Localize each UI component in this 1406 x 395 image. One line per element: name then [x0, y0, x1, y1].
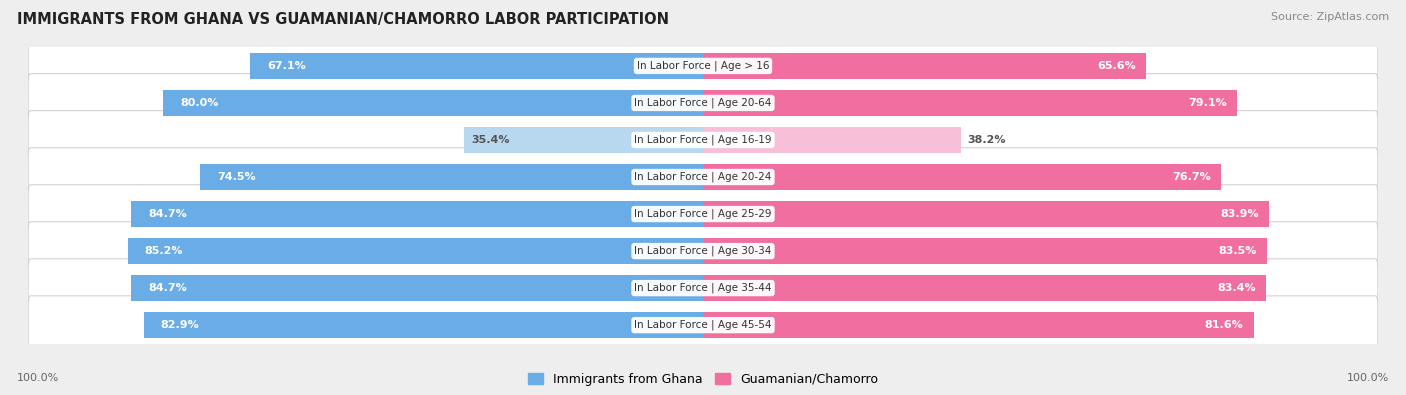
Text: In Labor Force | Age 16-19: In Labor Force | Age 16-19: [634, 135, 772, 145]
Text: 84.7%: 84.7%: [148, 283, 187, 293]
FancyBboxPatch shape: [28, 185, 1378, 243]
Text: 85.2%: 85.2%: [145, 246, 183, 256]
Text: IMMIGRANTS FROM GHANA VS GUAMANIAN/CHAMORRO LABOR PARTICIPATION: IMMIGRANTS FROM GHANA VS GUAMANIAN/CHAMO…: [17, 12, 669, 27]
FancyBboxPatch shape: [28, 74, 1378, 132]
Bar: [703, 53, 1146, 79]
Text: 76.7%: 76.7%: [1171, 172, 1211, 182]
Bar: [703, 201, 1270, 228]
FancyBboxPatch shape: [28, 259, 1378, 317]
Bar: [200, 164, 703, 190]
Bar: [131, 275, 703, 301]
Bar: [464, 127, 703, 153]
Legend: Immigrants from Ghana, Guamanian/Chamorro: Immigrants from Ghana, Guamanian/Chamorr…: [523, 368, 883, 391]
Bar: [703, 90, 1237, 116]
Text: 83.4%: 83.4%: [1218, 283, 1256, 293]
Bar: [703, 312, 1254, 339]
Text: 100.0%: 100.0%: [17, 373, 59, 383]
Bar: [131, 201, 703, 228]
Text: Source: ZipAtlas.com: Source: ZipAtlas.com: [1271, 12, 1389, 22]
Bar: [163, 90, 703, 116]
FancyBboxPatch shape: [28, 222, 1378, 280]
Text: 79.1%: 79.1%: [1188, 98, 1226, 108]
FancyBboxPatch shape: [28, 37, 1378, 95]
Text: 100.0%: 100.0%: [1347, 373, 1389, 383]
Text: In Labor Force | Age 45-54: In Labor Force | Age 45-54: [634, 320, 772, 330]
Text: In Labor Force | Age > 16: In Labor Force | Age > 16: [637, 61, 769, 71]
FancyBboxPatch shape: [28, 296, 1378, 354]
Bar: [703, 275, 1265, 301]
Text: 82.9%: 82.9%: [160, 320, 200, 330]
Bar: [128, 238, 703, 264]
Text: 83.5%: 83.5%: [1218, 246, 1257, 256]
Text: In Labor Force | Age 25-29: In Labor Force | Age 25-29: [634, 209, 772, 219]
Text: 38.2%: 38.2%: [967, 135, 1007, 145]
Text: In Labor Force | Age 30-34: In Labor Force | Age 30-34: [634, 246, 772, 256]
Text: In Labor Force | Age 20-64: In Labor Force | Age 20-64: [634, 98, 772, 108]
Bar: [703, 164, 1220, 190]
Text: 81.6%: 81.6%: [1205, 320, 1243, 330]
Text: 84.7%: 84.7%: [148, 209, 187, 219]
Text: 67.1%: 67.1%: [267, 61, 305, 71]
Text: 65.6%: 65.6%: [1097, 61, 1136, 71]
Text: 74.5%: 74.5%: [217, 172, 256, 182]
FancyBboxPatch shape: [28, 148, 1378, 206]
FancyBboxPatch shape: [28, 111, 1378, 169]
Bar: [703, 238, 1267, 264]
Text: In Labor Force | Age 20-24: In Labor Force | Age 20-24: [634, 172, 772, 182]
Text: 80.0%: 80.0%: [180, 98, 218, 108]
Text: 35.4%: 35.4%: [471, 135, 509, 145]
Bar: [703, 127, 960, 153]
Text: 83.9%: 83.9%: [1220, 209, 1260, 219]
Text: In Labor Force | Age 35-44: In Labor Force | Age 35-44: [634, 283, 772, 293]
Bar: [143, 312, 703, 339]
Bar: [250, 53, 703, 79]
